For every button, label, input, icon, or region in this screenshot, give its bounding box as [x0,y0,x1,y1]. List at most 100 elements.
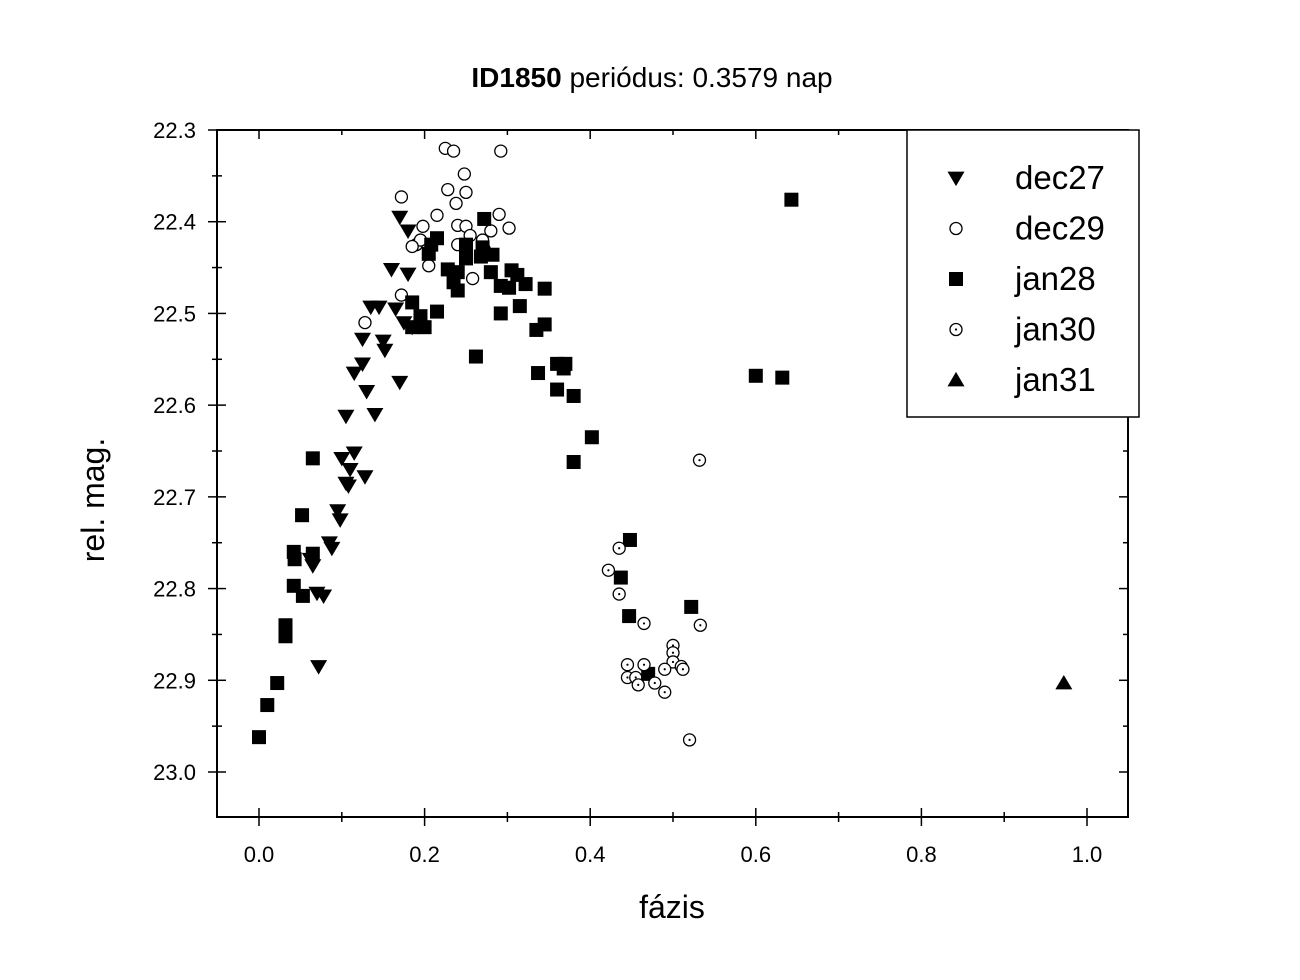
legend-label-jan28: jan28 [1014,260,1096,297]
legend-marker-dec29 [949,221,963,236]
point-dec27 [358,385,376,400]
point-jan28 [468,349,483,364]
point-jan28 [278,618,293,633]
point-jan28 [584,430,599,445]
x-tick-label: 0.2 [409,842,440,867]
point-jan28 [566,455,581,470]
legend-label-dec29: dec29 [1015,210,1105,247]
point-dec27 [323,541,341,557]
point-dec27 [354,357,371,372]
point-jan28 [450,283,465,298]
legend-marker-jan28 [949,272,963,286]
series-jan31 [1055,674,1073,690]
point-jan30 [658,662,672,676]
y-tick-label: 22.4 [153,210,196,235]
point-dec27 [366,407,384,423]
point-jan28 [622,609,637,624]
marker-center-dot [634,676,637,679]
marker-center-dot [607,569,610,572]
point-dec29 [394,288,409,302]
series-dec27 [301,210,421,675]
point-jan28 [684,599,699,614]
point-dec29 [457,167,471,181]
point-jan30 [612,587,626,601]
point-jan28 [405,295,420,310]
x-tick-label: 0.6 [741,842,772,867]
point-jan30 [620,658,635,672]
chart-title-rest: periódus: 0.3579 nap [562,62,833,93]
marker-center-dot [626,676,629,679]
marker-center-dot [637,683,640,686]
point-jan28 [477,211,492,226]
point-jan28 [295,588,310,603]
point-dec27 [399,267,417,283]
point-jan31 [1055,674,1073,690]
x-tick-label: 0.4 [575,842,606,867]
point-jan30 [637,616,651,631]
point-jan28 [485,247,500,262]
point-dec29 [459,185,473,200]
marker-center-dot [698,459,701,462]
point-jan28 [421,246,436,261]
point-jan28 [537,281,552,296]
legend: dec27 dec29 jan28 jan30 jan31 [906,129,1140,418]
point-dec29 [446,144,461,158]
marker-center-dot [663,668,666,671]
marker-center-dot [663,691,666,694]
point-jan28 [483,265,498,280]
point-dec27 [315,589,333,604]
point-jan30 [676,662,690,676]
y-axis-label: rel. mag. [75,438,111,562]
point-dec27 [354,332,371,348]
x-axis-tick-labels: 0.0 0.2 0.4 0.6 0.8 1.0 [244,842,1103,867]
point-dec27 [341,462,359,478]
marker-center-dot [626,663,629,666]
x-tick-label: 1.0 [1072,842,1103,867]
point-dec27 [331,513,349,528]
legend-item-jan31: jan31 [947,361,1096,398]
point-jan28 [556,361,571,376]
marker-center-dot [954,328,958,331]
point-dec27 [391,210,409,226]
point-jan28 [748,368,763,383]
point-dec29 [465,271,480,286]
chart-title-bold: ID1850 [471,62,561,93]
point-jan28 [473,249,488,264]
point-jan30 [693,618,707,632]
legend-item-jan30: jan30 [949,311,1096,348]
point-jan28 [775,370,790,385]
legend-label-jan30: jan30 [1014,311,1096,348]
legend-label-dec27: dec27 [1015,159,1105,196]
point-jan28 [784,192,799,207]
point-jan28 [405,320,420,335]
y-tick-label: 22.6 [153,393,196,418]
point-dec27 [329,504,347,519]
point-dec29 [441,182,455,197]
point-dec29 [394,190,409,204]
point-jan28 [459,237,473,252]
y-tick-label: 22.9 [153,668,196,693]
point-dec29 [405,239,419,254]
marker-center-dot [699,624,702,627]
point-jan30 [612,541,626,555]
point-jan28 [252,730,266,745]
marker-center-dot [671,651,675,654]
point-jan28 [278,629,293,644]
y-tick-label: 22.8 [153,577,196,602]
marker-center-dot [671,660,675,664]
x-axis-ticks [258,130,1088,826]
legend-item-dec27: dec27 [947,159,1105,196]
legend-item-dec29: dec29 [949,210,1105,247]
point-dec29 [502,221,516,235]
point-dec29 [422,259,436,273]
y-axis-tick-labels: 22.3 22.4 22.5 22.6 22.7 22.8 22.9 23.0 [153,118,196,785]
legend-marker-jan30 [949,322,963,337]
point-dec29 [430,208,444,222]
point-dec29 [449,196,463,211]
marker-center-dot [642,663,646,666]
point-jan28 [305,546,320,561]
point-dec27 [362,300,380,316]
point-dec27 [399,224,417,239]
legend-marker-dec27 [947,171,965,187]
